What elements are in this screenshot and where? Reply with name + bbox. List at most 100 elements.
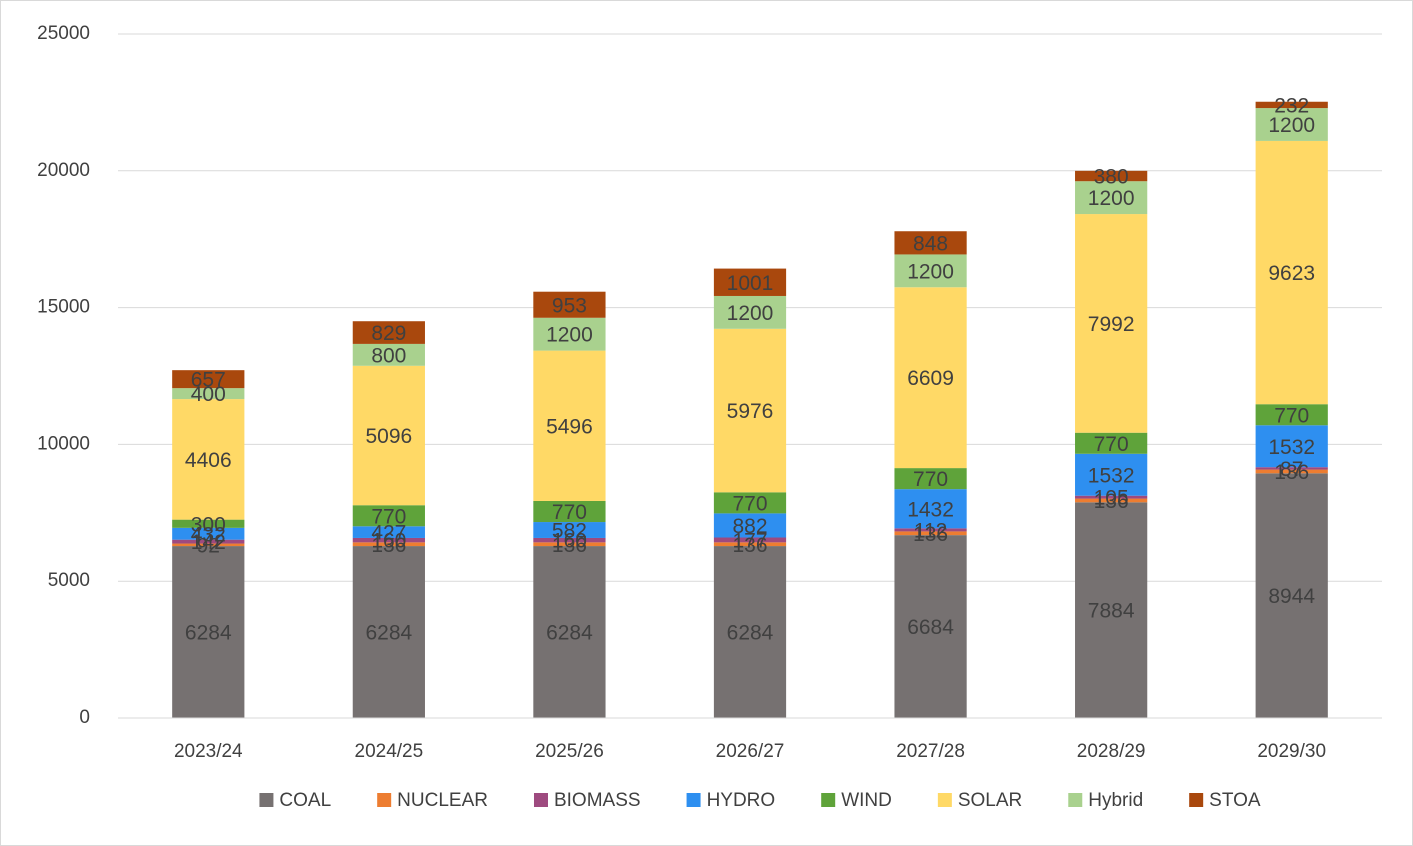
bar-segment — [352, 546, 425, 718]
bar-segment — [172, 519, 245, 528]
data-label: 6609 — [907, 367, 954, 390]
data-label: 5096 — [365, 425, 412, 448]
bar-segment — [1255, 467, 1328, 470]
bar-segment — [533, 537, 606, 543]
y-tick-label: 5000 — [48, 570, 90, 591]
legend-label: STOA — [1209, 790, 1261, 811]
bar-segment — [172, 370, 245, 389]
data-label: 1200 — [546, 324, 593, 347]
bar-segment — [1075, 432, 1148, 454]
data-label: 770 — [1274, 404, 1309, 427]
data-label: 177 — [732, 529, 767, 552]
bar-segment — [1255, 108, 1328, 141]
data-label: 432 — [191, 523, 226, 546]
data-label: 770 — [1094, 433, 1129, 456]
x-tick-label: 2026/27 — [716, 741, 785, 762]
bar-segment — [894, 528, 967, 532]
y-tick-label: 15000 — [37, 297, 90, 318]
data-label: 400 — [191, 383, 226, 406]
data-label: 136 — [1274, 461, 1309, 484]
bar-segment — [352, 526, 425, 538]
bar-segment — [352, 321, 425, 344]
legend-label: NUCLEAR — [397, 790, 488, 811]
data-label: 582 — [552, 520, 587, 543]
bar-segment — [352, 365, 425, 506]
data-label: 7992 — [1088, 313, 1135, 336]
data-label: 300 — [191, 513, 226, 536]
data-label: 9623 — [1268, 262, 1315, 285]
legend-swatch — [686, 793, 701, 807]
bar-segment — [1075, 181, 1148, 215]
data-label: 657 — [191, 369, 226, 392]
data-label: 770 — [732, 492, 767, 515]
bar-segment — [894, 231, 967, 255]
legend-swatch — [821, 793, 836, 807]
data-label: 800 — [371, 344, 406, 367]
bar-segment — [172, 388, 245, 400]
bar-segment — [533, 522, 606, 538]
data-label: 160 — [371, 530, 406, 553]
data-label: 1532 — [1268, 436, 1315, 459]
legend-swatch — [1189, 793, 1204, 807]
bar-segment — [533, 546, 606, 718]
data-label: 4406 — [185, 449, 232, 472]
data-label: 829 — [371, 322, 406, 345]
bar-segment — [1075, 170, 1148, 182]
x-tick-label: 2025/26 — [535, 741, 604, 762]
bar-segment — [533, 317, 606, 351]
data-label: 136 — [1094, 490, 1129, 513]
bar-segment — [533, 500, 606, 523]
data-label: 160 — [552, 530, 587, 553]
bar-segment — [352, 537, 425, 543]
bar-segment — [352, 343, 425, 366]
bar-segment — [713, 537, 787, 543]
data-label: 136 — [913, 523, 948, 546]
y-tick-label: 20000 — [37, 160, 90, 181]
data-label: 5496 — [546, 415, 593, 438]
bar-segment — [1075, 502, 1148, 718]
data-label: 136 — [732, 534, 767, 557]
data-label: 1200 — [1088, 187, 1135, 210]
bar-segment — [1255, 425, 1328, 468]
data-label: 1200 — [1268, 114, 1315, 137]
bar-segment — [172, 539, 245, 544]
data-label: 5976 — [727, 400, 774, 423]
data-label: 1200 — [907, 260, 954, 283]
data-label: 848 — [913, 232, 948, 255]
bar-segment — [713, 268, 787, 296]
bar-segment — [1075, 498, 1148, 503]
bar-segment — [533, 542, 606, 547]
y-tick-label: 25000 — [37, 23, 90, 44]
legend-label: Hybrid — [1088, 790, 1143, 811]
legend-swatch — [937, 793, 952, 807]
legend-label: COAL — [279, 790, 331, 811]
legend-swatch — [533, 793, 548, 807]
y-tick-label: 10000 — [37, 433, 90, 454]
data-label: 7884 — [1088, 600, 1135, 623]
data-label: 1001 — [727, 272, 774, 295]
data-label: 87 — [1280, 458, 1303, 481]
bar-segment — [533, 291, 606, 318]
data-label: 770 — [371, 505, 406, 528]
legend-label: SOLAR — [958, 790, 1022, 811]
data-label: 92 — [197, 534, 220, 557]
bar-segment — [1075, 495, 1148, 499]
x-tick-label: 2024/25 — [355, 741, 424, 762]
bar-segment — [352, 505, 425, 527]
legend-label: HYDRO — [707, 790, 776, 811]
bar-segment — [172, 399, 245, 520]
bar-segment — [1075, 214, 1148, 433]
data-label: 142 — [191, 531, 226, 554]
bar-segment — [172, 527, 245, 540]
data-label: 6284 — [365, 622, 412, 645]
bar-segment — [713, 295, 787, 329]
bar-segment — [172, 543, 245, 547]
x-tick-label: 2027/28 — [896, 741, 965, 762]
data-label: 1532 — [1088, 464, 1135, 487]
data-label: 1200 — [727, 302, 774, 325]
data-label: 6684 — [907, 616, 954, 639]
data-label: 1432 — [907, 498, 954, 521]
data-label: 380 — [1094, 166, 1129, 189]
legend-swatch — [259, 793, 274, 807]
data-label: 882 — [732, 515, 767, 538]
